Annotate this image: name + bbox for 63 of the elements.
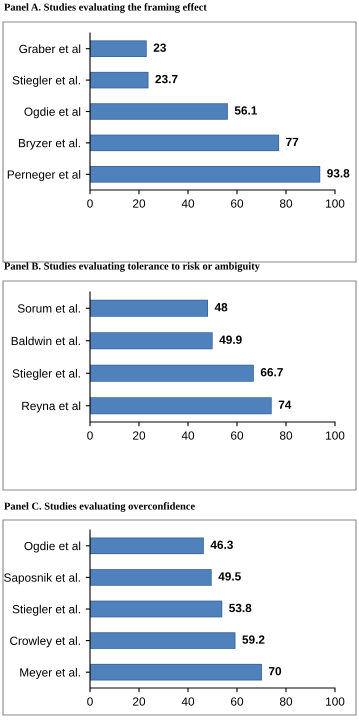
y-tick-label: Bryzer et al. [18,138,80,150]
bar [90,600,222,618]
x-tick-label: 40 [182,697,194,706]
y-tick-label: Sorum et al. [18,304,80,313]
x-tick-label: 80 [280,431,292,440]
x-tick-label: 100 [326,697,344,706]
y-tick-label: Stiegler et al. [12,604,80,616]
data-label: 70 [268,667,282,676]
bar [90,397,272,414]
y-tick-label: Ogdie et al [24,542,80,553]
data-label: 56.1 [234,106,258,115]
x-tick-label: 0 [87,199,93,208]
data-label: 53.8 [229,604,252,612]
x-tick-label: 80 [280,199,292,208]
chart-title: Panel A. Studies evaluating the framing effect [4,3,207,13]
bar [90,40,147,57]
y-tick-label: Saposnik et al. [4,573,80,584]
data-label: 48 [214,303,228,312]
x-tick-label: 40 [182,199,194,208]
bar [90,632,236,649]
x-tick-label: 40 [182,431,194,440]
data-label: 77 [286,138,298,146]
x-tick-label: 60 [231,431,244,440]
x-tick-label: 100 [326,199,344,208]
data-label: 49.5 [218,572,241,581]
data-label: 93.8 [327,169,350,178]
bar [90,537,204,554]
bar [90,364,254,382]
y-tick-label: Perneger et al [8,170,80,182]
y-tick-label: Stiegler et al. [12,368,80,380]
x-tick-label: 0 [87,431,93,440]
x-tick-label: 100 [326,431,344,440]
data-label: 23.7 [155,74,178,84]
x-tick-label: 20 [133,431,146,440]
bar [90,332,213,350]
data-label: 46.3 [210,540,233,549]
x-tick-label: 60 [231,697,244,706]
data-label: 59.2 [242,635,264,644]
x-tick-label: 20 [133,697,146,706]
y-tick-label: Meyer et al. [20,668,80,679]
x-tick-label: 60 [231,199,244,208]
data-label: 66.7 [260,368,283,376]
bar [90,300,208,317]
y-tick-label: Stiegler et al. [12,76,80,87]
y-tick-label: Graber et al [19,44,80,54]
y-tick-label: Baldwin et al. [12,336,80,346]
y-tick-label: Crowley et al. [10,636,80,648]
bar [90,103,228,120]
bar [90,72,148,88]
chart-title: Panel B. Studies evaluating tolerance to risk or ambiguity [4,262,260,272]
y-tick-label: Reyna et al [22,401,80,412]
x-tick-label: 80 [280,697,292,706]
x-tick-label: 0 [87,697,93,706]
bar [90,664,262,681]
bar [90,134,280,152]
bar [90,166,320,183]
x-tick-label: 20 [133,199,146,208]
chart-title: Panel C. Studies evaluating overconfidence [4,502,195,512]
data-label: 49.9 [219,336,242,344]
data-label: 74 [278,400,292,409]
bar [90,569,212,586]
y-tick-label: Ogdie et al [24,107,80,118]
data-label: 23 [154,44,166,52]
